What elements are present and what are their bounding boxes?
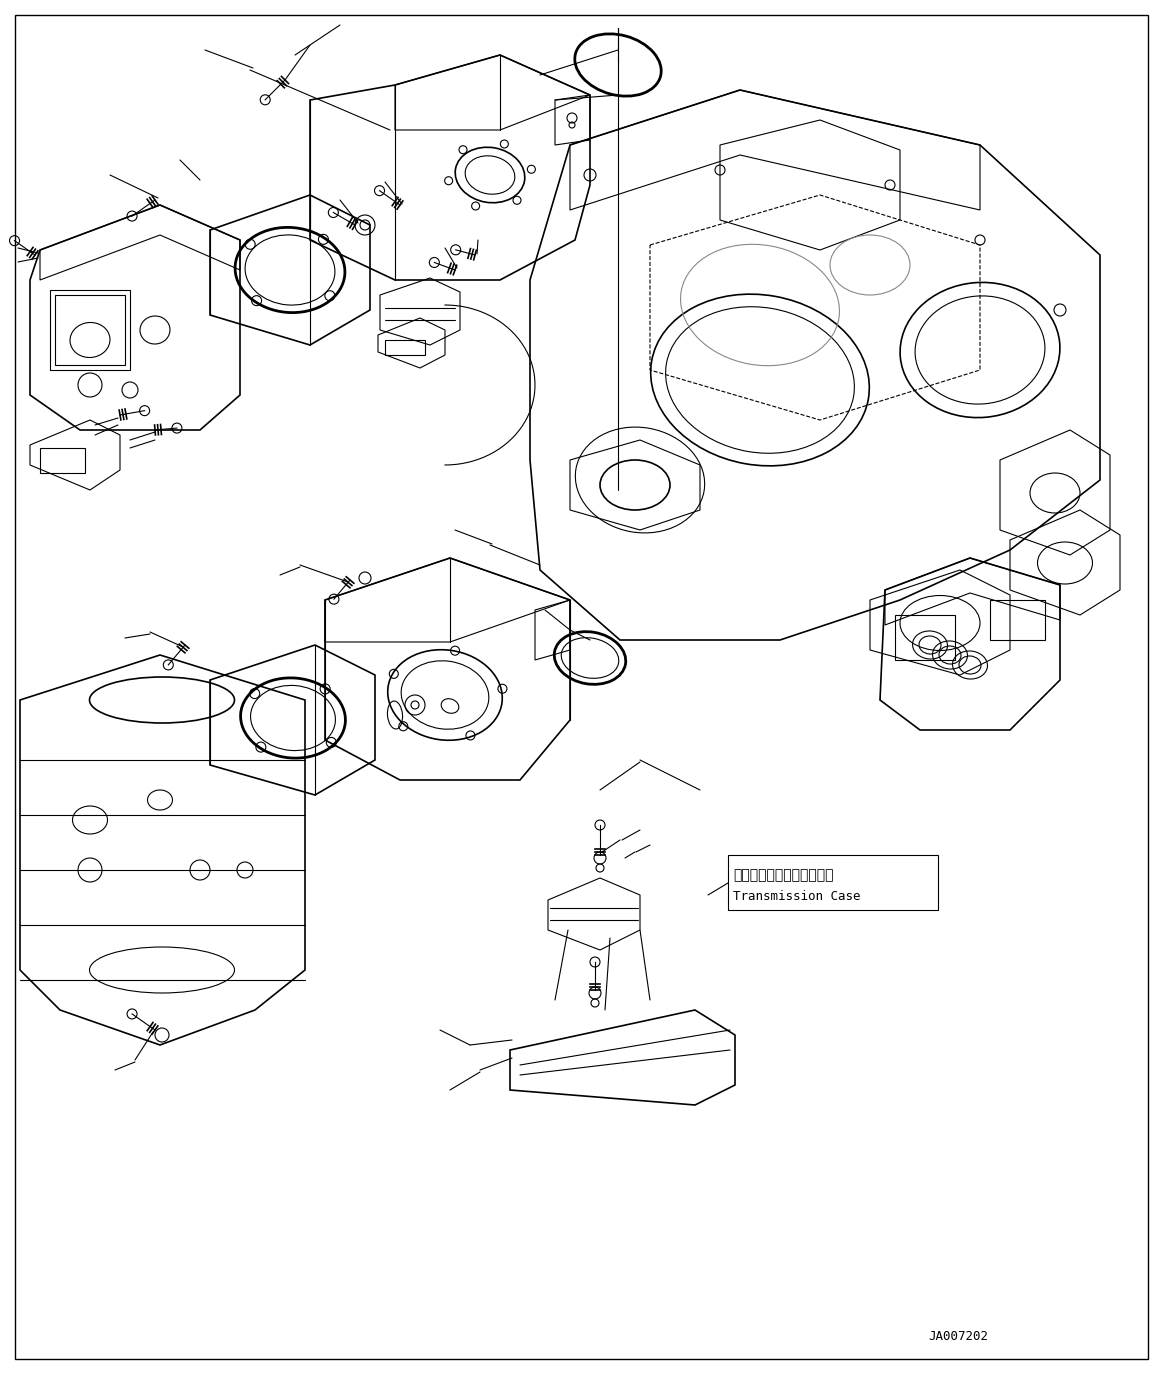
Bar — [385, 339, 424, 354]
Bar — [990, 600, 1046, 640]
Bar — [55, 295, 124, 365]
Text: トランスミッションケース: トランスミッションケース — [733, 868, 834, 882]
Bar — [896, 616, 955, 660]
Bar — [40, 448, 85, 473]
Text: JA007202: JA007202 — [928, 1330, 989, 1344]
Bar — [50, 290, 130, 370]
Bar — [728, 855, 939, 910]
Text: Transmission Case: Transmission Case — [733, 890, 861, 904]
